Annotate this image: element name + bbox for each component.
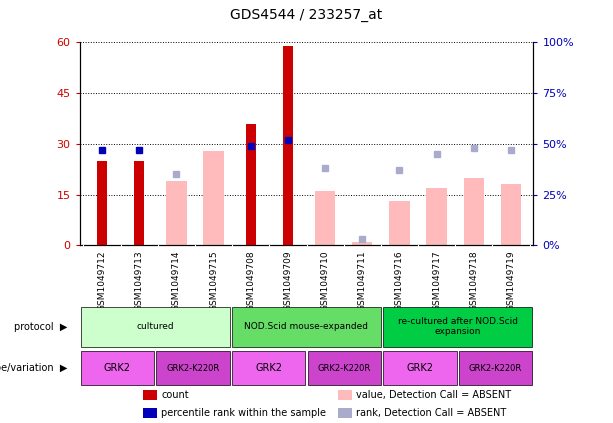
Bar: [383, 307, 532, 347]
Bar: [232, 351, 305, 385]
Text: GSM1049716: GSM1049716: [395, 250, 404, 311]
Bar: [156, 351, 230, 385]
Bar: [427, 188, 447, 245]
Text: GRK2: GRK2: [104, 363, 131, 373]
Text: GSM1049717: GSM1049717: [432, 250, 441, 311]
Bar: [143, 409, 157, 418]
Text: percentile rank within the sample: percentile rank within the sample: [161, 408, 326, 418]
Text: GSM1049708: GSM1049708: [246, 250, 255, 311]
Text: NOD.Scid mouse-expanded: NOD.Scid mouse-expanded: [245, 322, 368, 331]
Text: GRK2-K220R: GRK2-K220R: [318, 363, 371, 373]
Text: GSM1049712: GSM1049712: [97, 250, 107, 310]
Bar: [166, 181, 186, 245]
Text: rank, Detection Call = ABSENT: rank, Detection Call = ABSENT: [356, 408, 507, 418]
Text: count: count: [161, 390, 189, 400]
Text: GSM1049711: GSM1049711: [358, 250, 367, 311]
Bar: [338, 409, 352, 418]
Bar: [383, 351, 457, 385]
Text: re-cultured after NOD.Scid
expansion: re-cultured after NOD.Scid expansion: [398, 317, 518, 336]
Text: GSM1049714: GSM1049714: [172, 250, 181, 310]
Bar: [246, 124, 256, 245]
Text: protocol  ▶: protocol ▶: [14, 322, 67, 332]
Bar: [134, 161, 145, 245]
Text: GRK2: GRK2: [255, 363, 282, 373]
Text: value, Detection Call = ABSENT: value, Detection Call = ABSENT: [356, 390, 511, 400]
Text: GSM1049709: GSM1049709: [283, 250, 292, 311]
Bar: [97, 161, 107, 245]
Bar: [204, 151, 224, 245]
Text: GDS4544 / 233257_at: GDS4544 / 233257_at: [230, 8, 383, 22]
Text: GSM1049710: GSM1049710: [321, 250, 330, 311]
Bar: [308, 351, 381, 385]
Text: GSM1049718: GSM1049718: [470, 250, 478, 311]
Bar: [389, 201, 409, 245]
Bar: [352, 242, 373, 245]
Text: GSM1049713: GSM1049713: [135, 250, 143, 311]
Bar: [501, 184, 521, 245]
Bar: [143, 390, 157, 400]
Bar: [283, 46, 293, 245]
Text: cultured: cultured: [137, 322, 174, 331]
Bar: [338, 390, 352, 400]
Text: genotype/variation  ▶: genotype/variation ▶: [0, 363, 67, 373]
Bar: [81, 307, 230, 347]
Bar: [459, 351, 532, 385]
Text: GSM1049719: GSM1049719: [506, 250, 516, 311]
Text: GSM1049715: GSM1049715: [209, 250, 218, 311]
Bar: [463, 178, 484, 245]
Bar: [232, 307, 381, 347]
Text: GRK2-K220R: GRK2-K220R: [167, 363, 219, 373]
Text: GRK2: GRK2: [406, 363, 433, 373]
Text: GRK2-K220R: GRK2-K220R: [469, 363, 522, 373]
Bar: [81, 351, 154, 385]
Bar: [315, 191, 335, 245]
